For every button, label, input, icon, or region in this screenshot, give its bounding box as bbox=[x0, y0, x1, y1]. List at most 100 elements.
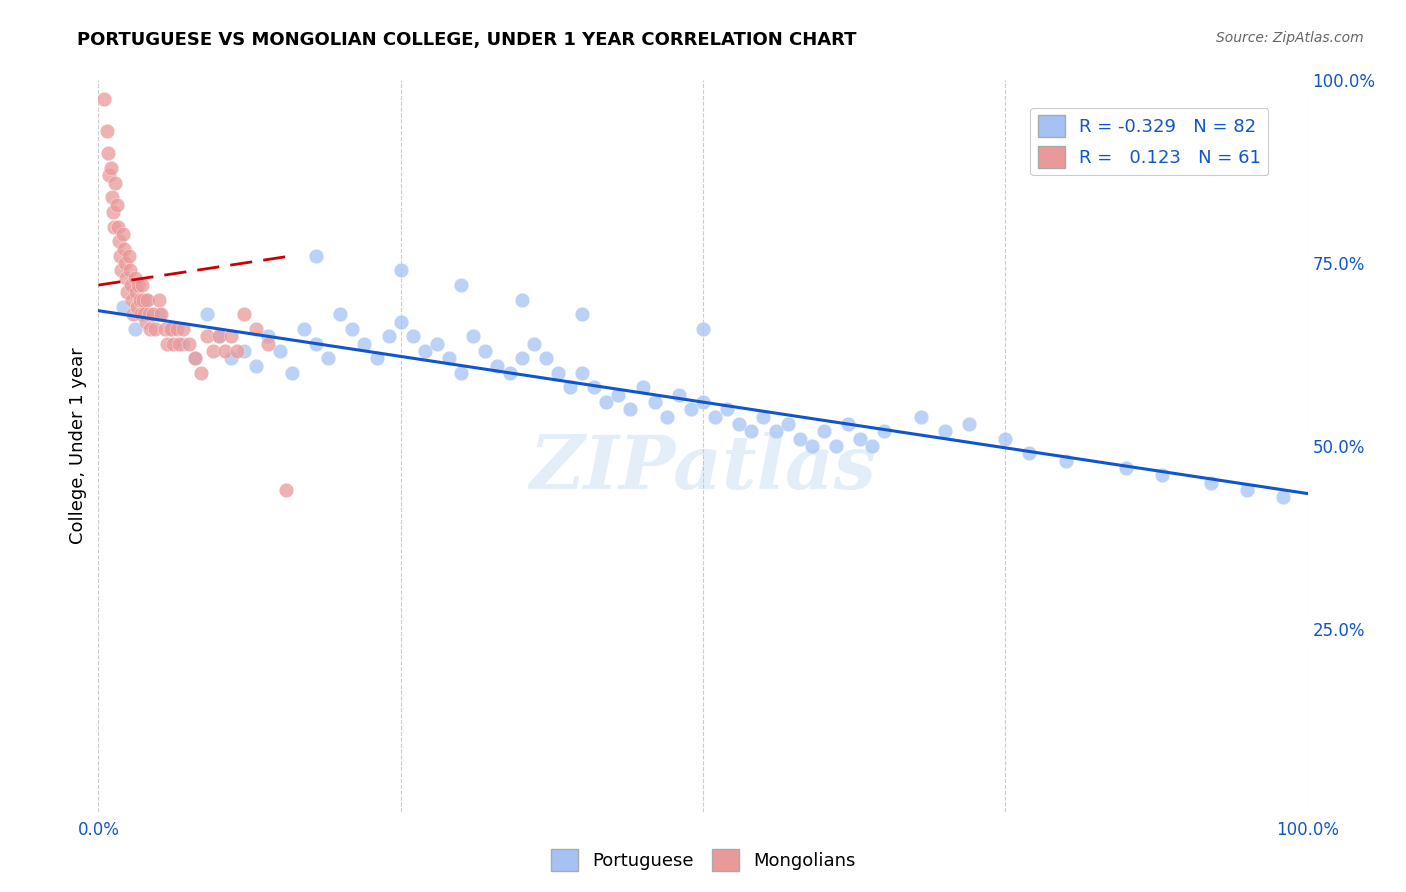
Point bbox=[107, 219, 129, 234]
Point bbox=[1236, 483, 1258, 497]
Point bbox=[105, 197, 128, 211]
Point bbox=[679, 402, 702, 417]
Point bbox=[169, 336, 191, 351]
Point bbox=[281, 366, 304, 380]
Point bbox=[127, 300, 149, 314]
Point bbox=[214, 343, 236, 358]
Point bbox=[607, 388, 630, 402]
Point bbox=[128, 293, 150, 307]
Point bbox=[103, 219, 125, 234]
Point bbox=[353, 336, 375, 351]
Point bbox=[716, 402, 738, 417]
Point bbox=[101, 205, 124, 219]
Point bbox=[245, 322, 267, 336]
Point bbox=[135, 293, 157, 307]
Point bbox=[558, 380, 581, 394]
Point bbox=[172, 322, 194, 336]
Point bbox=[849, 432, 872, 446]
Point bbox=[510, 351, 533, 366]
Point bbox=[305, 249, 328, 263]
Point bbox=[115, 270, 138, 285]
Text: Source: ZipAtlas.com: Source: ZipAtlas.com bbox=[1216, 31, 1364, 45]
Point bbox=[162, 336, 184, 351]
Point bbox=[138, 307, 160, 321]
Point bbox=[124, 270, 146, 285]
Point bbox=[305, 336, 328, 351]
Point bbox=[1115, 461, 1137, 475]
Point bbox=[202, 343, 225, 358]
Point bbox=[132, 293, 155, 307]
Point bbox=[93, 92, 115, 106]
Point bbox=[134, 307, 156, 321]
Point bbox=[595, 395, 617, 409]
Point bbox=[860, 439, 883, 453]
Point bbox=[377, 329, 399, 343]
Point bbox=[195, 329, 218, 343]
Point bbox=[389, 263, 412, 277]
Point bbox=[366, 351, 388, 366]
Point bbox=[100, 190, 122, 204]
Point bbox=[232, 343, 254, 358]
Point bbox=[232, 307, 254, 321]
Point bbox=[619, 402, 641, 417]
Point bbox=[139, 322, 162, 336]
Legend: R = -0.329   N = 82, R =   0.123   N = 61: R = -0.329 N = 82, R = 0.123 N = 61 bbox=[1031, 108, 1268, 175]
Point bbox=[221, 329, 243, 343]
Point bbox=[704, 409, 727, 424]
Point bbox=[413, 343, 436, 358]
Point bbox=[208, 329, 231, 343]
Point bbox=[172, 336, 194, 351]
Point bbox=[122, 307, 145, 321]
Legend: Portuguese, Mongolians: Portuguese, Mongolians bbox=[543, 842, 863, 879]
Point bbox=[135, 293, 157, 307]
Point bbox=[329, 307, 352, 321]
Point bbox=[402, 329, 425, 343]
Point bbox=[96, 124, 118, 138]
Point bbox=[97, 146, 120, 161]
Point bbox=[111, 227, 134, 241]
Point bbox=[1152, 468, 1174, 483]
Point bbox=[118, 249, 141, 263]
Point bbox=[100, 161, 122, 175]
Point bbox=[135, 315, 157, 329]
Point bbox=[547, 366, 569, 380]
Point bbox=[571, 307, 593, 321]
Point bbox=[668, 388, 690, 402]
Point bbox=[994, 432, 1017, 446]
Point bbox=[114, 256, 136, 270]
Point bbox=[226, 343, 249, 358]
Point bbox=[957, 417, 980, 431]
Point bbox=[256, 329, 278, 343]
Point bbox=[108, 249, 131, 263]
Point bbox=[631, 380, 654, 394]
Point bbox=[1199, 475, 1222, 490]
Point bbox=[813, 425, 835, 439]
Point bbox=[120, 278, 142, 293]
Point bbox=[143, 322, 166, 336]
Point bbox=[166, 322, 188, 336]
Point bbox=[108, 234, 131, 248]
Point bbox=[789, 432, 811, 446]
Point bbox=[825, 439, 848, 453]
Y-axis label: College, Under 1 year: College, Under 1 year bbox=[69, 348, 87, 544]
Point bbox=[692, 322, 714, 336]
Point bbox=[124, 278, 146, 293]
Point bbox=[118, 263, 141, 277]
Point bbox=[534, 351, 557, 366]
Point bbox=[245, 359, 267, 373]
Point bbox=[208, 329, 231, 343]
Point bbox=[873, 425, 896, 439]
Point bbox=[655, 409, 678, 424]
Point bbox=[740, 425, 762, 439]
Text: ZIPatlas: ZIPatlas bbox=[530, 432, 876, 504]
Point bbox=[571, 366, 593, 380]
Point bbox=[463, 329, 485, 343]
Point bbox=[583, 380, 606, 394]
Point bbox=[184, 351, 207, 366]
Point bbox=[728, 417, 751, 431]
Point bbox=[1272, 490, 1295, 504]
Point bbox=[148, 307, 170, 321]
Point bbox=[292, 322, 315, 336]
Point bbox=[104, 176, 127, 190]
Point bbox=[117, 285, 139, 300]
